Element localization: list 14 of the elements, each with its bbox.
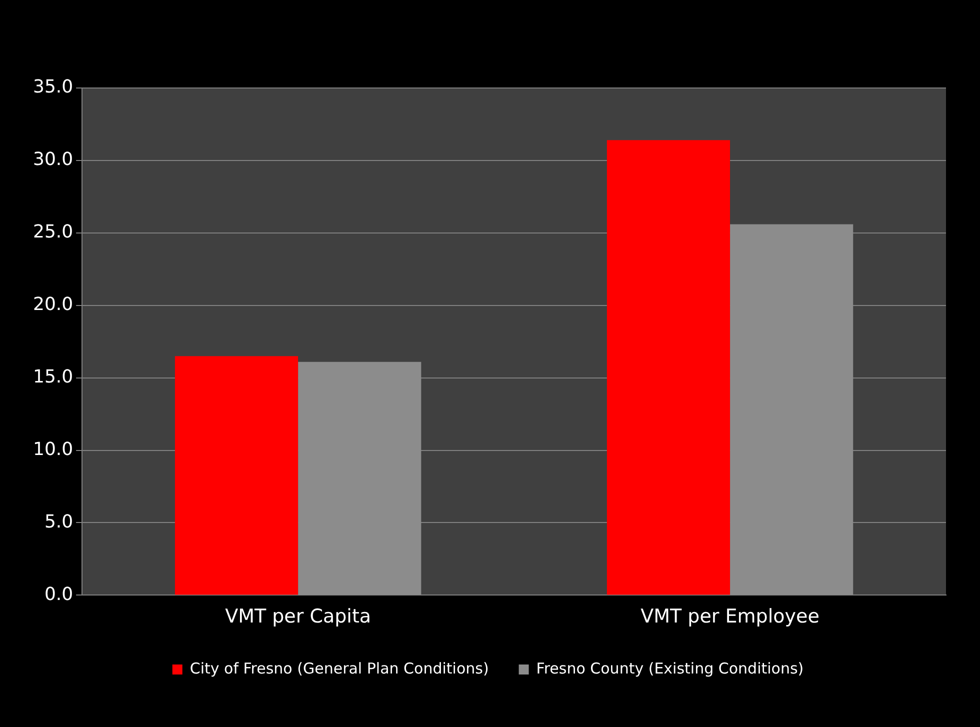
x-tick-label: VMT per Employee: [640, 606, 820, 628]
x-tick-label: VMT per Capita: [225, 606, 372, 628]
y-tick-label: 10.0: [33, 438, 74, 460]
y-tick-label: 30.0: [33, 149, 74, 170]
y-tick-label: 25.0: [33, 222, 74, 243]
y-tick-label: 35.0: [33, 76, 74, 98]
y-tick-label: 0.0: [44, 584, 74, 605]
y-tick-label: 15.0: [33, 366, 74, 388]
legend-label: City of Fresno (General Plan Conditions): [190, 659, 489, 678]
y-tick-label: 20.0: [33, 294, 74, 316]
legend-label: Fresno County (Existing Conditions): [536, 659, 804, 678]
bar: [606, 140, 730, 595]
bar: [174, 356, 298, 595]
y-tick-label: 5.0: [44, 511, 74, 532]
